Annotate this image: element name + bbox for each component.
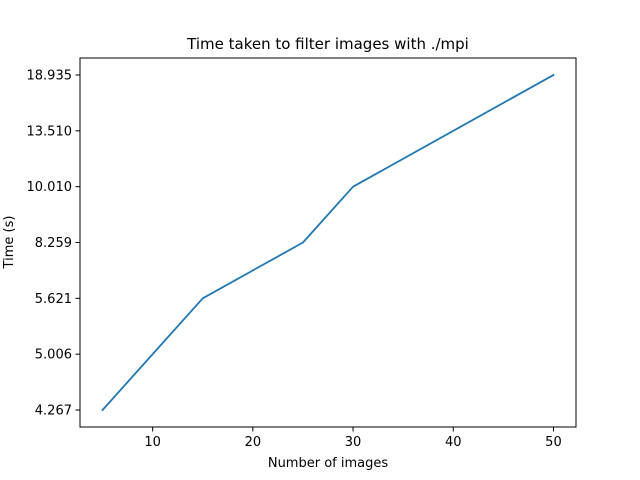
x-tick-label: 50 <box>545 435 562 450</box>
y-tick-label: 18.935 <box>27 69 73 84</box>
y-tick-label: 10.010 <box>27 180 73 195</box>
x-axis: 10 20 30 40 50 <box>144 427 562 450</box>
y-axis-label: Time (s) <box>2 216 17 270</box>
x-tick-label: 10 <box>144 435 161 450</box>
x-tick-label: 30 <box>345 435 362 450</box>
series-layer <box>101 73 555 412</box>
y-tick-label: 8.259 <box>35 236 72 251</box>
y-tick-label: 5.621 <box>35 292 72 307</box>
y-tick-label: 5.006 <box>35 348 72 363</box>
y-tick-label: 4.267 <box>35 404 72 419</box>
x-tick-label: 20 <box>245 435 262 450</box>
x-tick-label: 40 <box>445 435 462 450</box>
y-axis: 4.267 5.006 5.621 8.259 10.010 13.510 18.935 <box>27 69 80 419</box>
y-tick-label: 13.510 <box>27 124 73 139</box>
chart-title: Time taken to filter images with ./mpi <box>186 35 469 53</box>
x-axis-label: Number of images <box>268 456 389 471</box>
